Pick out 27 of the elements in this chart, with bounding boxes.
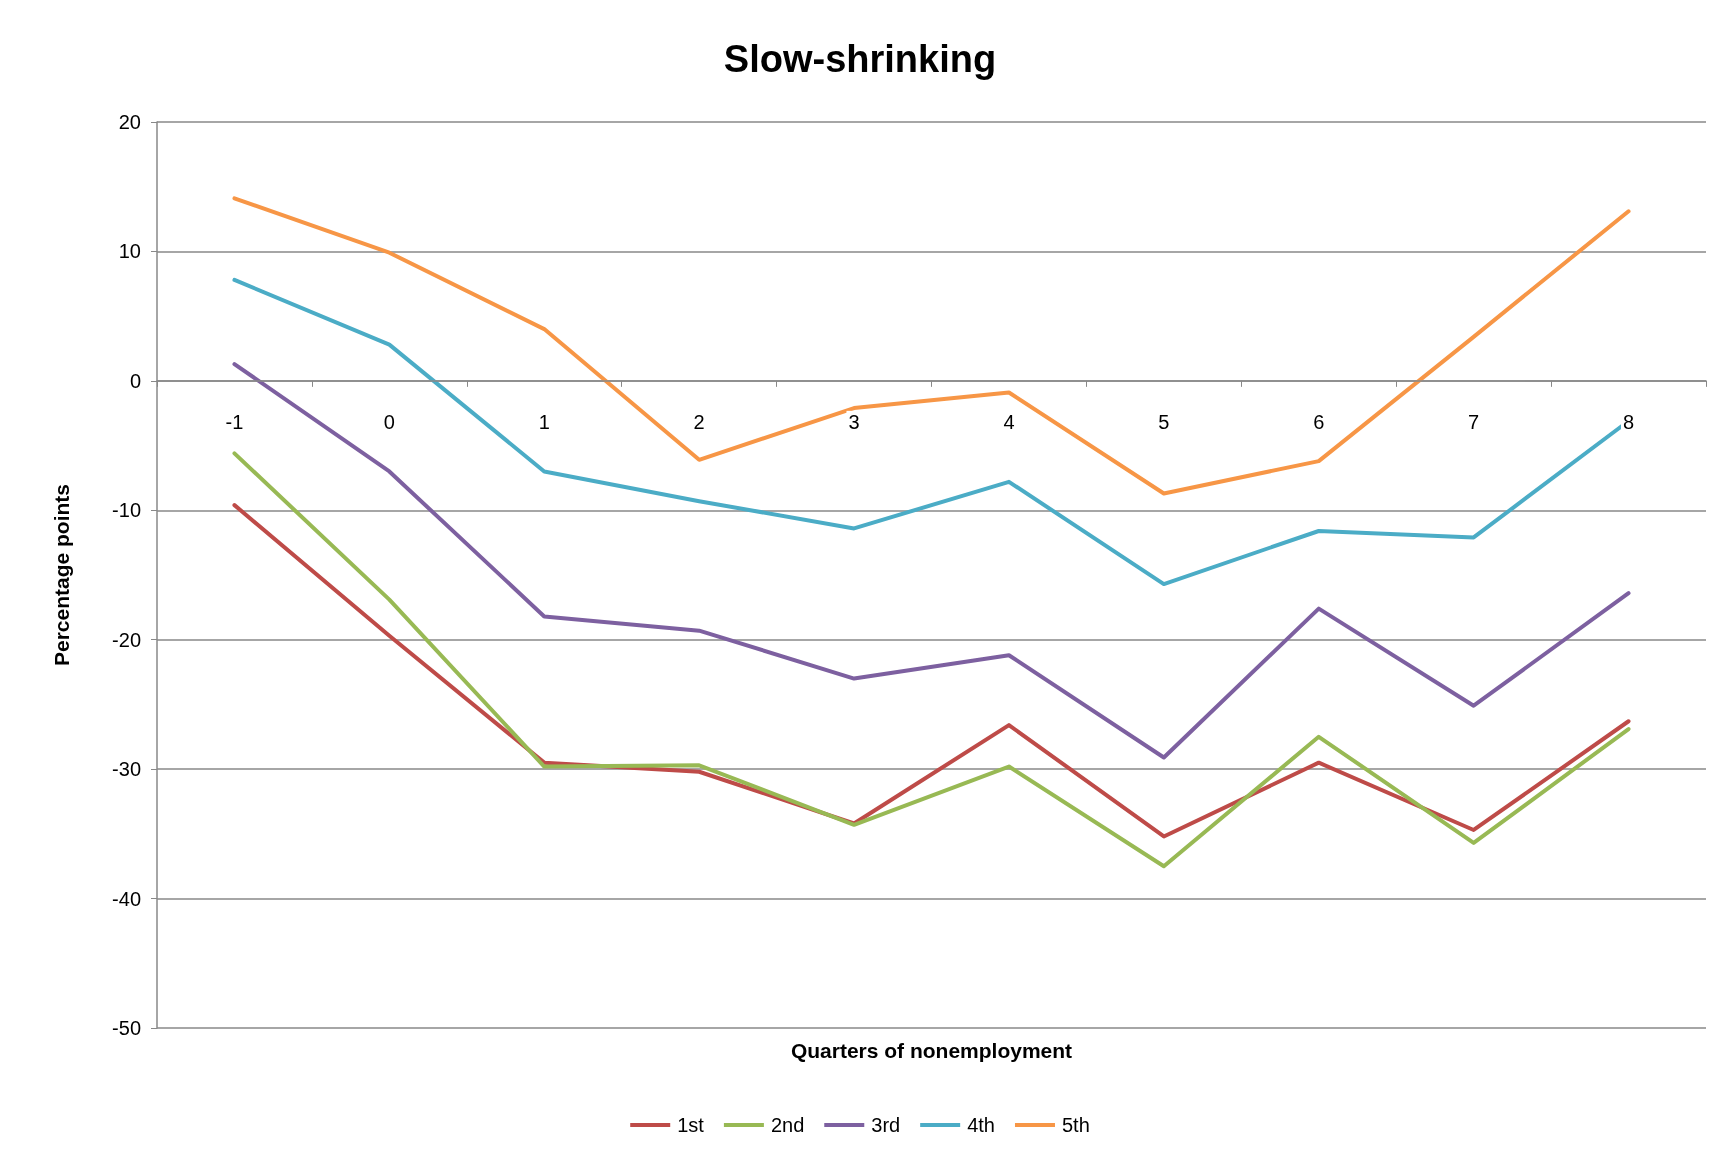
x-tick-label: 0: [383, 410, 395, 433]
x-tick-label: 7: [1468, 410, 1480, 433]
y-tick-label: -30: [112, 758, 141, 781]
x-axis-title: Quarters of nonemployment: [790, 1039, 1073, 1062]
legend-label: 1st: [677, 1114, 705, 1136]
line-series: [232, 451, 1631, 869]
y-tick-label: 20: [118, 111, 141, 133]
x-tick-label: 1: [538, 410, 550, 433]
y-tick-label: 10: [118, 240, 141, 263]
x-tick-label: 5: [1158, 410, 1170, 433]
chart-title: Slow-shrinking: [723, 38, 997, 80]
y-tick-label: -20: [112, 628, 141, 651]
y-tick-label: -40: [112, 887, 141, 910]
x-tick-label: 4: [1003, 410, 1015, 433]
y-tick-label: -50: [112, 1017, 141, 1039]
x-tick-label: 3: [848, 410, 860, 433]
legend-label: 3rd: [871, 1114, 901, 1136]
y-tick-label: -10: [112, 499, 141, 522]
legend-label: 4th: [967, 1114, 995, 1136]
legend-label: 5th: [1061, 1114, 1090, 1136]
y-tick-label: 0: [129, 369, 141, 392]
x-tick-label: 2: [693, 410, 705, 433]
x-tick-label: 8: [1622, 410, 1635, 433]
x-tick-label: -1: [225, 410, 244, 433]
y-axis-title: Percentage points: [50, 483, 73, 667]
legend-label: 2nd: [770, 1114, 805, 1136]
x-tick-label: 6: [1313, 410, 1325, 433]
